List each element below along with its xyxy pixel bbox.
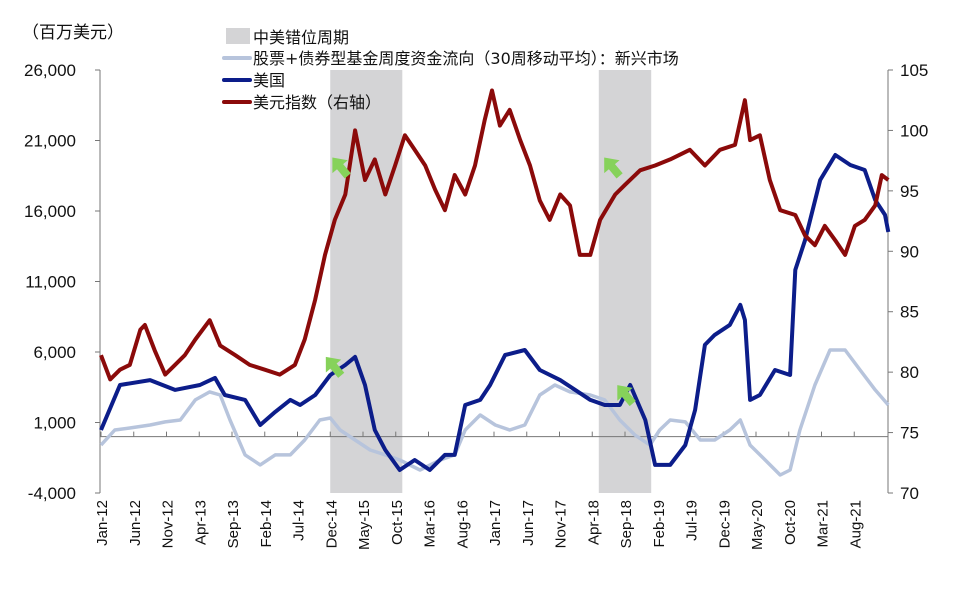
x-tick-label: Apr-13 [192,500,209,545]
x-tick-label: Nov-17 [553,500,570,548]
left-tick-label: 6,000 [33,343,76,362]
x-tick-label: May-20 [749,500,766,550]
right-tick-label: 80 [900,363,919,382]
x-tick-label: Sep-18 [618,500,635,548]
x-tick-label: Jun-12 [127,500,144,546]
legend-swatch-band [226,28,250,44]
x-tick-label: Sep-13 [225,500,242,548]
x-tick-label: Aug-16 [454,500,471,548]
x-tick-label: Jul-19 [684,500,701,541]
series-lines [99,88,891,477]
x-tick-label: Jul-14 [291,500,308,541]
x-tick-label: Dec-14 [323,500,340,548]
up-arrow-icon [604,157,623,179]
left-tick-label: -4,000 [28,484,76,503]
left-tick-label: 26,000 [24,61,76,80]
legend-label-dxy: 美元指数（右轴） [253,93,381,112]
right-tick-label: 75 [900,424,919,443]
up-arrow-icon [617,385,636,407]
x-tick-label: Oct-15 [389,500,406,545]
arrow-shape [325,356,345,378]
up-arrow-icon [325,356,345,378]
x-tick-label: Feb-14 [258,500,275,548]
right-tick-label: 95 [900,182,919,201]
x-tick-label: Aug-21 [847,500,864,548]
annotation-arrows [325,157,636,407]
arrow-shape [604,157,623,179]
axes [95,69,893,494]
x-tick-label: Oct-20 [782,500,799,545]
shaded-period [330,70,403,493]
left-tick-label: 16,000 [24,202,76,221]
series-line-1 [99,153,891,472]
legend: 中美错位周期 股票+债券型基金周度资金流向（30周移动平均）：新兴市场 美国 美… [222,28,679,112]
right-tick-label: 105 [900,61,928,80]
x-tick-label: Mar-21 [815,500,832,548]
right-tick-label: 70 [900,484,919,503]
x-tick-label: Dec-19 [716,500,733,548]
arrow-shape [617,385,636,407]
x-tick-label: Jun-17 [520,500,537,546]
left-tick-label: 21,000 [24,132,76,151]
tick-labels: 26,000 21,000 16,000 11,000 6,000 1,000 -4,000… [24,61,928,550]
up-arrow-icon [332,157,351,179]
y-unit-label: （百万美元） [22,23,124,42]
legend-label-band: 中美错位周期 [253,28,349,47]
series-line-0 [99,348,890,477]
x-tick-label: May-15 [356,500,373,550]
shaded-period [598,70,652,493]
x-tick-label: Jan-17 [487,500,504,546]
x-tick-label: Nov-12 [160,500,177,548]
shaded-periods [330,70,652,493]
x-tick-label: Jan-12 [94,500,111,546]
legend-label-us: 美国 [253,71,285,90]
series-line-2 [99,88,890,382]
x-tick-label: Apr-18 [585,500,602,545]
legend-label-em: 股票+债券型基金周度资金流向（30周移动平均）：新兴市场 [253,49,679,68]
arrow-shape [332,157,351,179]
right-tick-label: 90 [900,242,919,261]
x-tick-label: Feb-19 [651,500,668,548]
right-tick-label: 100 [900,121,928,140]
left-tick-label: 11,000 [25,273,76,292]
x-tick-label: Mar-16 [422,500,439,548]
right-tick-label: 85 [900,303,919,322]
left-tick-label: 1,000 [33,414,76,433]
